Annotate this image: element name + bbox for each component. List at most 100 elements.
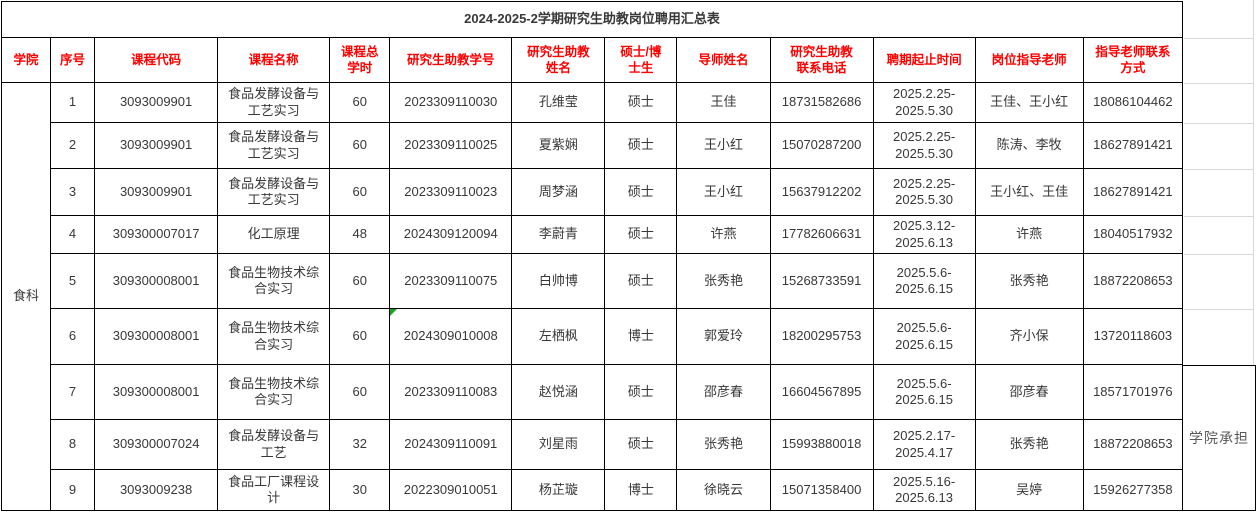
cell-degree[interactable]: 博士: [604, 308, 678, 365]
cell-degree[interactable]: 硕士: [604, 82, 678, 123]
cell-degree[interactable]: 硕士: [604, 364, 678, 420]
cell-course-code[interactable]: 309300007017: [94, 215, 219, 254]
cell-seq[interactable]: 5: [50, 253, 96, 309]
cell-ta-id[interactable]: 2024309120094: [389, 215, 513, 254]
cell-ta-name[interactable]: 赵悦涵: [511, 364, 606, 420]
cell-degree[interactable]: 博士: [604, 469, 678, 511]
cell-seq[interactable]: 4: [50, 215, 96, 254]
cell-course-code[interactable]: 309300008001: [94, 308, 219, 365]
cell-college[interactable]: 食科: [0, 82, 52, 511]
cell-period[interactable]: 2025.3.12- 2025.6.13: [872, 215, 976, 254]
cell-hours[interactable]: 30: [329, 469, 391, 511]
cell-supervisor[interactable]: 许燕: [974, 215, 1084, 254]
header-ta-name[interactable]: 研究生助教 姓名: [511, 37, 606, 83]
cell-ta-id[interactable]: 2023309110025: [389, 122, 513, 169]
cell-ta-name[interactable]: 周梦涵: [511, 168, 606, 216]
cell-ta-name[interactable]: 夏紫娴: [511, 122, 606, 169]
header-degree[interactable]: 硕士/博 士生: [604, 37, 678, 83]
cell-advisor[interactable]: 王佳: [676, 82, 771, 123]
cell-supervisor[interactable]: 吴婷: [974, 469, 1084, 511]
cell-supervisor[interactable]: 陈涛、李牧: [974, 122, 1084, 169]
header-seq[interactable]: 序号: [50, 37, 96, 83]
cell-ta-name[interactable]: 刘星雨: [511, 419, 606, 470]
cell-ta-phone[interactable]: 15993880018: [769, 419, 874, 470]
cell-period[interactable]: 2025.2.25- 2025.5.30: [872, 82, 976, 123]
header-period[interactable]: 聘期起止时间: [872, 37, 976, 83]
cell-supervisor-phone[interactable]: 15926277358: [1082, 469, 1184, 511]
header-ta-id[interactable]: 研究生助教学号: [389, 37, 513, 83]
cell-hours[interactable]: 32: [329, 419, 391, 470]
cell-ta-name[interactable]: 李蔚青: [511, 215, 606, 254]
cell-seq[interactable]: 2: [50, 122, 96, 169]
header-college[interactable]: 学院: [0, 37, 52, 83]
cell-ta-id[interactable]: 2022309010051: [389, 469, 513, 511]
cell-course-code[interactable]: 309300008001: [94, 364, 219, 420]
cell-course-name[interactable]: 食品生物技术综 合实习: [217, 308, 331, 365]
cell-course-code[interactable]: 3093009901: [94, 168, 219, 216]
cell-seq[interactable]: 7: [50, 364, 96, 420]
cell-supervisor-phone[interactable]: 18571701976: [1082, 364, 1184, 420]
cell-period[interactable]: 2025.5.6- 2025.6.15: [872, 364, 976, 420]
cell-advisor[interactable]: 许燕: [676, 215, 771, 254]
cell-ta-id[interactable]: 2023309110023: [389, 168, 513, 216]
cell-advisor[interactable]: 王小红: [676, 122, 771, 169]
cell-ta-id[interactable]: 2023309110075: [389, 253, 513, 309]
cell-course-name[interactable]: 食品工厂课程设 计: [217, 469, 331, 511]
cell-seq[interactable]: 6: [50, 308, 96, 365]
cell-ta-phone[interactable]: 15637912202: [769, 168, 874, 216]
cell-course-code[interactable]: 309300007024: [94, 419, 219, 470]
cell-seq[interactable]: 3: [50, 168, 96, 216]
cell-ta-id[interactable]: 2023309110083: [389, 364, 513, 420]
cell-course-name[interactable]: 化工原理: [217, 215, 331, 254]
cell-advisor[interactable]: 王小红: [676, 168, 771, 216]
cell-period[interactable]: 2025.5.6- 2025.6.15: [872, 308, 976, 365]
cell-advisor[interactable]: 邵彦春: [676, 364, 771, 420]
cell-course-name[interactable]: 食品发酵设备与 工艺实习: [217, 168, 331, 216]
cell-degree[interactable]: 硕士: [604, 253, 678, 309]
cell-hours[interactable]: 48: [329, 215, 391, 254]
cell-ta-name[interactable]: 杨芷璇: [511, 469, 606, 511]
header-advisor[interactable]: 导师姓名: [676, 37, 771, 83]
cell-supervisor[interactable]: 邵彦春: [974, 364, 1084, 420]
cell-ta-phone[interactable]: 18200295753: [769, 308, 874, 365]
cell-hours[interactable]: 60: [329, 253, 391, 309]
cell-course-code[interactable]: 3093009238: [94, 469, 219, 511]
cell-ta-name[interactable]: 白帅博: [511, 253, 606, 309]
cell-hours[interactable]: 60: [329, 122, 391, 169]
cell-period[interactable]: 2025.2.17- 2025.4.17: [872, 419, 976, 470]
header-supervisor[interactable]: 岗位指导老师: [974, 37, 1084, 83]
cell-course-code[interactable]: 3093009901: [94, 122, 219, 169]
cell-ta-phone[interactable]: 15070287200: [769, 122, 874, 169]
cell-seq[interactable]: 9: [50, 469, 96, 511]
cell-supervisor[interactable]: 齐小保: [974, 308, 1084, 365]
header-hours[interactable]: 课程总 学时: [329, 37, 391, 83]
cell-ta-phone[interactable]: 16604567895: [769, 364, 874, 420]
cell-course-name[interactable]: 食品发酵设备与 工艺实习: [217, 122, 331, 169]
cell-ta-phone[interactable]: 15071358400: [769, 469, 874, 511]
cell-hours[interactable]: 60: [329, 308, 391, 365]
cell-ta-name[interactable]: 左栖枫: [511, 308, 606, 365]
cell-degree[interactable]: 硕士: [604, 215, 678, 254]
cell-supervisor[interactable]: 王小红、王佳: [974, 168, 1084, 216]
cell-hours[interactable]: 60: [329, 364, 391, 420]
cell-supervisor[interactable]: 张秀艳: [974, 419, 1084, 470]
cell-advisor[interactable]: 张秀艳: [676, 419, 771, 470]
cell-course-name[interactable]: 食品发酵设备与 工艺实习: [217, 82, 331, 123]
cell-supervisor-phone[interactable]: 18627891421: [1082, 122, 1184, 169]
cell-supervisor[interactable]: 张秀艳: [974, 253, 1084, 309]
cell-ta-id[interactable]: 2024309010008: [389, 308, 513, 365]
cell-period[interactable]: 2025.5.6- 2025.6.15: [872, 253, 976, 309]
cell-ta-name[interactable]: 孔维莹: [511, 82, 606, 123]
cell-supervisor-phone[interactable]: 13720118603: [1082, 308, 1184, 365]
cell-supervisor-phone[interactable]: 18872208653: [1082, 253, 1184, 309]
cell-period[interactable]: 2025.2.25- 2025.5.30: [872, 168, 976, 216]
cell-degree[interactable]: 硕士: [604, 168, 678, 216]
cell-hours[interactable]: 60: [329, 82, 391, 123]
cell-course-name[interactable]: 食品生物技术综 合实习: [217, 253, 331, 309]
cell-degree[interactable]: 硕士: [604, 122, 678, 169]
cell-advisor[interactable]: 郭爱玲: [676, 308, 771, 365]
cell-ta-phone[interactable]: 17782606631: [769, 215, 874, 254]
cell-supervisor-phone[interactable]: 18086104462: [1082, 82, 1184, 123]
cell-hours[interactable]: 60: [329, 168, 391, 216]
cell-course-code[interactable]: 3093009901: [94, 82, 219, 123]
